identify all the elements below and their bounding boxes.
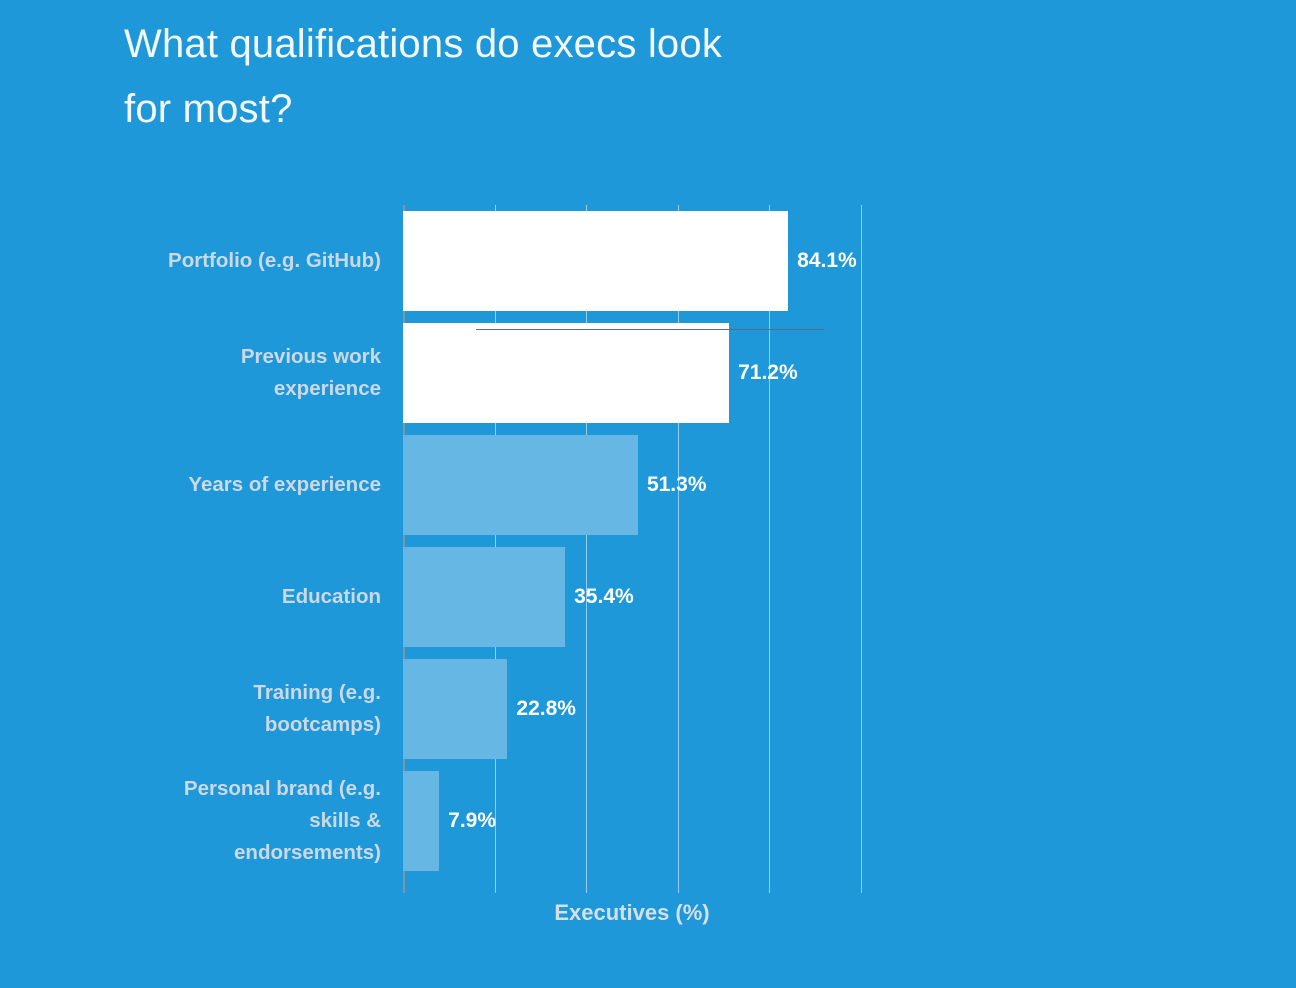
bar-chart: Portfolio (e.g. GitHub) 84.1% Previous wor… — [0, 205, 1296, 893]
value-label: 35.4% — [574, 585, 634, 608]
category-label: Portfolio (e.g. GitHub) — [168, 249, 381, 273]
chart-row: Previous work experience 71.2% — [0, 317, 1296, 429]
bar-area: 22.8% — [403, 653, 1296, 765]
bar-area: 35.4% — [403, 541, 1296, 653]
bar — [403, 435, 638, 535]
chart-row: Education 35.4% — [0, 541, 1296, 653]
bar — [403, 323, 730, 423]
bar-area: 7.9% — [403, 765, 1296, 877]
value-label: 22.8% — [516, 697, 576, 720]
category-label: Training (e.g. bootcamps) — [253, 681, 381, 736]
bar — [403, 771, 440, 871]
value-label: 7.9% — [448, 809, 497, 832]
category-label: Years of experience — [188, 473, 381, 497]
category-label: Personal brand (e.g. skills & endorsemen… — [183, 777, 381, 864]
bar — [403, 659, 508, 759]
value-label: 51.3% — [646, 473, 707, 496]
chart-title: What qualifications do execs look for mo… — [124, 22, 723, 132]
chart-rows: Portfolio (e.g. GitHub) 84.1% Previous wor… — [0, 205, 1296, 877]
bar-area: 71.2% — [403, 317, 1296, 429]
bar-area: 51.3% — [403, 429, 1296, 541]
value-label: 84.1% — [797, 249, 857, 272]
chart-row: Training (e.g. bootcamps) 22.8% — [0, 653, 1296, 765]
category-label: Previous work experience — [240, 345, 381, 400]
x-axis-label: Executives (%) — [554, 900, 710, 925]
category-label: Education — [281, 585, 381, 609]
chart-row: Years of experience 51.3% — [0, 429, 1296, 541]
bar-area: 84.1% — [403, 205, 1296, 317]
value-label: 71.2% — [738, 361, 798, 384]
divider-line — [476, 329, 824, 330]
bar — [403, 211, 789, 311]
chart-row: Personal brand (e.g. skills & endorsemen… — [0, 765, 1296, 877]
chart-row: Portfolio (e.g. GitHub) 84.1% — [0, 205, 1296, 317]
bar — [403, 547, 566, 647]
